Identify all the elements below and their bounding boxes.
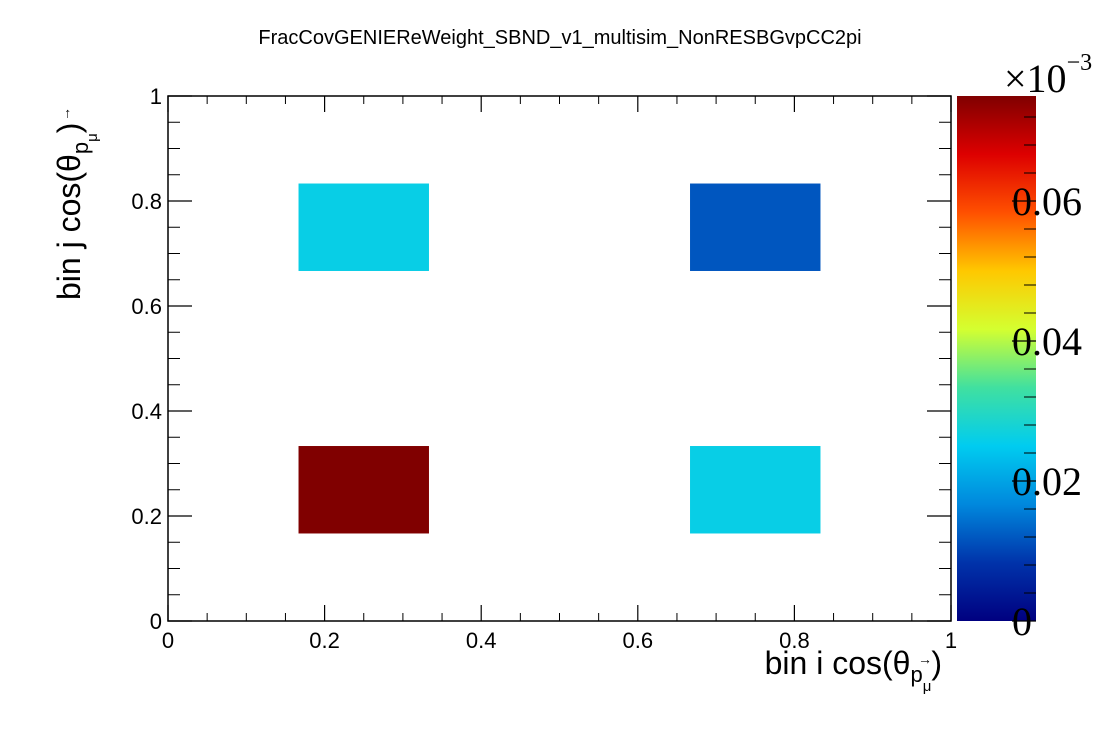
x-axis-title-main: bin i cos(θ <box>765 645 911 681</box>
heatmap-cell-1 <box>690 446 821 534</box>
x-axis-title-vector-arrow: → <box>918 651 932 667</box>
x-axis-title: bin i cos(θpμ) <box>765 645 942 695</box>
y-axis-title-subsub: μ <box>84 133 101 142</box>
x-axis-title-close: ) <box>931 645 942 681</box>
y-axis-title-close: ) <box>51 123 87 134</box>
y-tick-label: 0.8 <box>131 189 162 214</box>
x-tick-label: 0 <box>162 628 174 653</box>
y-axis-title-vector-arrow: → <box>57 107 73 121</box>
y-axis-title-group: bin j cos(θpμ) → <box>51 107 101 300</box>
colorbar <box>957 96 1036 621</box>
y-tick-label: 0.6 <box>131 294 162 319</box>
colorbar-tick-label: 0 <box>1012 599 1032 644</box>
y-tick-label: 0.2 <box>131 504 162 529</box>
y-axis-title-sub: p <box>68 142 93 154</box>
heatmap-cells <box>298 183 821 534</box>
x-axis: 0 0.2 0.4 0.6 0.8 1 <box>162 96 957 653</box>
x-tick-label: 1 <box>945 628 957 653</box>
colorbar-tick-label: 0.02 <box>1012 459 1082 504</box>
y-axis-title-main: bin j cos(θ <box>51 154 87 300</box>
plot-frame <box>167 95 952 622</box>
y-tick-label: 0.4 <box>131 399 162 424</box>
heatmap-cell-3 <box>690 183 821 271</box>
y-axis-title: bin j cos(θpμ) <box>51 123 101 300</box>
x-tick-label: 0.8 <box>779 628 810 653</box>
y-tick-label: 1 <box>150 84 162 109</box>
heatmap-cell-2 <box>298 183 429 271</box>
colorbar-exponent-power: −3 <box>1067 50 1093 76</box>
chart-title: FracCovGENIEReWeight_SBND_v1_multisim_No… <box>258 27 861 49</box>
x-tick-label: 0.6 <box>623 628 654 653</box>
x-tick-label: 0.2 <box>309 628 340 653</box>
x-axis-title-sub: p <box>910 662 922 687</box>
colorbar-axis: 0 0.02 0.04 0.06 <box>1012 116 1082 644</box>
colorbar-exponent-base: ×10 <box>1004 56 1067 101</box>
y-axis: 0 0.2 0.4 0.6 0.8 1 <box>131 84 951 634</box>
colorbar-tick-label: 0.06 <box>1012 179 1082 224</box>
colorbar-exponent: ×10−3 <box>1004 50 1092 101</box>
x-axis-title-subsub: μ <box>923 678 932 695</box>
colorbar-tick-label: 0.04 <box>1012 319 1082 364</box>
heatmap-cell-0 <box>298 446 429 534</box>
x-tick-label: 0.4 <box>466 628 497 653</box>
y-tick-label: 0 <box>150 609 162 634</box>
